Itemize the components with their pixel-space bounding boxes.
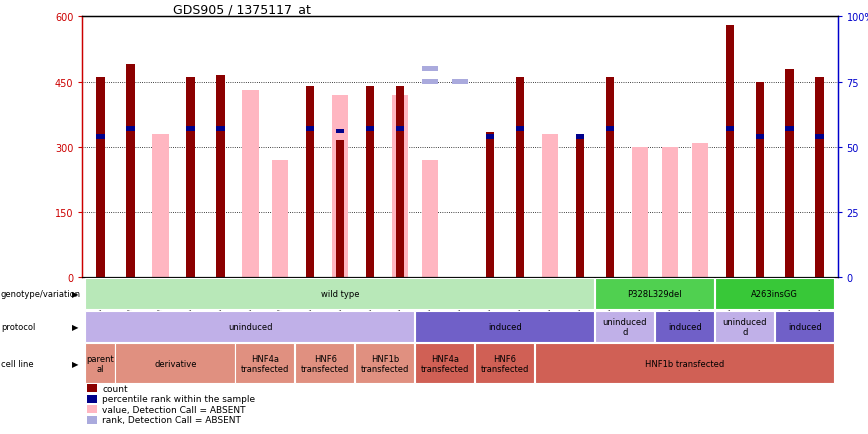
Bar bbox=[726, 26, 734, 278]
Bar bbox=[535, 344, 834, 383]
Bar bbox=[516, 78, 524, 278]
Text: genotype/variation: genotype/variation bbox=[1, 289, 81, 299]
Bar bbox=[396, 87, 404, 278]
Bar bbox=[186, 127, 194, 132]
Bar bbox=[422, 67, 438, 72]
Bar bbox=[366, 87, 374, 278]
Bar bbox=[815, 78, 824, 278]
Text: HNF4a
transfected: HNF4a transfected bbox=[241, 354, 289, 373]
Text: protocol: protocol bbox=[1, 322, 36, 331]
Bar bbox=[632, 148, 648, 278]
Bar bbox=[422, 161, 438, 278]
Bar bbox=[391, 95, 408, 278]
Text: A263insGG: A263insGG bbox=[751, 289, 799, 299]
Bar bbox=[486, 132, 494, 278]
Bar bbox=[96, 135, 105, 139]
Bar bbox=[575, 135, 584, 139]
Bar bbox=[126, 127, 135, 132]
Text: HNF1b transfected: HNF1b transfected bbox=[645, 359, 725, 368]
Bar bbox=[85, 344, 115, 383]
Bar bbox=[85, 311, 414, 342]
Text: wild type: wild type bbox=[321, 289, 359, 299]
Bar bbox=[726, 127, 734, 132]
Bar bbox=[606, 127, 614, 132]
Bar bbox=[272, 161, 288, 278]
Bar bbox=[152, 135, 168, 278]
Bar bbox=[422, 80, 438, 85]
Bar bbox=[486, 135, 494, 139]
Bar bbox=[654, 311, 714, 342]
Bar bbox=[272, 221, 288, 278]
Bar bbox=[235, 344, 294, 383]
Bar bbox=[336, 130, 345, 134]
Bar bbox=[295, 344, 354, 383]
Bar bbox=[595, 311, 654, 342]
Text: uninduced
d: uninduced d bbox=[722, 317, 767, 336]
Bar bbox=[115, 344, 234, 383]
Bar bbox=[542, 135, 558, 278]
Text: GDS905 / 1375117_at: GDS905 / 1375117_at bbox=[173, 3, 311, 16]
Text: cell line: cell line bbox=[1, 359, 34, 368]
Bar bbox=[606, 78, 614, 278]
Bar bbox=[755, 135, 764, 139]
Bar bbox=[396, 127, 404, 132]
Text: uninduced: uninduced bbox=[228, 322, 273, 331]
Bar bbox=[306, 127, 314, 132]
Bar bbox=[216, 76, 225, 278]
Text: HNF4a
transfected: HNF4a transfected bbox=[421, 354, 470, 373]
Bar bbox=[516, 127, 524, 132]
Bar bbox=[786, 69, 794, 278]
Text: induced: induced bbox=[788, 322, 821, 331]
Text: parent
al: parent al bbox=[87, 354, 115, 373]
Text: P328L329del: P328L329del bbox=[628, 289, 682, 299]
Text: ▶: ▶ bbox=[72, 322, 78, 331]
Bar bbox=[595, 279, 714, 310]
Text: HNF6
transfected: HNF6 transfected bbox=[481, 354, 529, 373]
Bar bbox=[96, 78, 105, 278]
Text: rank, Detection Call = ABSENT: rank, Detection Call = ABSENT bbox=[102, 415, 241, 424]
Text: induced: induced bbox=[667, 322, 701, 331]
Text: uninduced
d: uninduced d bbox=[602, 317, 648, 336]
Text: derivative: derivative bbox=[155, 359, 197, 368]
Bar bbox=[714, 311, 774, 342]
Bar bbox=[755, 82, 764, 278]
Bar bbox=[452, 80, 468, 85]
Bar bbox=[366, 127, 374, 132]
Bar bbox=[786, 127, 794, 132]
Bar bbox=[661, 148, 678, 278]
Bar bbox=[242, 91, 259, 278]
Bar bbox=[774, 311, 834, 342]
Bar bbox=[355, 344, 414, 383]
Text: value, Detection Call = ABSENT: value, Detection Call = ABSENT bbox=[102, 405, 246, 414]
Text: HNF6
transfected: HNF6 transfected bbox=[301, 354, 350, 373]
Bar bbox=[452, 80, 468, 85]
Text: ▶: ▶ bbox=[72, 289, 78, 299]
Text: induced: induced bbox=[488, 322, 522, 331]
Text: percentile rank within the sample: percentile rank within the sample bbox=[102, 395, 255, 403]
Bar bbox=[415, 344, 474, 383]
Bar bbox=[126, 65, 135, 278]
Bar bbox=[714, 279, 834, 310]
Bar bbox=[332, 95, 348, 278]
Bar bbox=[415, 311, 594, 342]
Text: ▶: ▶ bbox=[72, 359, 78, 368]
Bar bbox=[575, 135, 584, 278]
Text: HNF1b
transfected: HNF1b transfected bbox=[361, 354, 410, 373]
Bar bbox=[186, 78, 194, 278]
Text: count: count bbox=[102, 384, 128, 393]
Bar bbox=[336, 141, 345, 278]
Bar bbox=[815, 135, 824, 139]
Bar bbox=[306, 87, 314, 278]
Bar bbox=[85, 279, 594, 310]
Bar bbox=[475, 344, 534, 383]
Bar bbox=[216, 127, 225, 132]
Bar bbox=[692, 143, 708, 278]
